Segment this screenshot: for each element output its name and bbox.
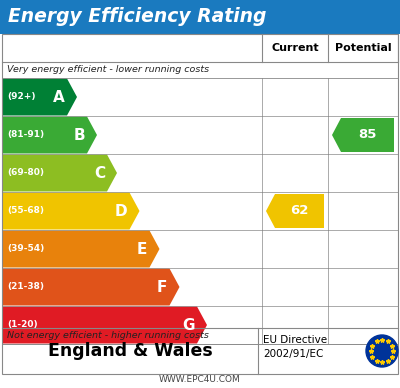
- Circle shape: [366, 335, 398, 367]
- Text: (81-91): (81-91): [7, 130, 44, 140]
- Text: WWW.EPC4U.COM: WWW.EPC4U.COM: [159, 376, 241, 385]
- Text: 85: 85: [358, 128, 377, 142]
- Polygon shape: [3, 268, 180, 305]
- Polygon shape: [3, 154, 117, 192]
- Polygon shape: [3, 230, 160, 267]
- Text: Very energy efficient - lower running costs: Very energy efficient - lower running co…: [7, 66, 209, 74]
- Text: G: G: [182, 317, 195, 333]
- Text: F: F: [157, 279, 168, 294]
- Polygon shape: [3, 116, 97, 154]
- Polygon shape: [266, 194, 324, 228]
- Text: C: C: [94, 166, 105, 180]
- Text: (92+): (92+): [7, 92, 36, 102]
- Polygon shape: [3, 307, 207, 343]
- Text: Potential: Potential: [335, 43, 391, 53]
- Text: (69-80): (69-80): [7, 168, 44, 177]
- Text: England & Wales: England & Wales: [48, 342, 212, 360]
- Polygon shape: [3, 78, 77, 116]
- Text: (21-38): (21-38): [7, 282, 44, 291]
- Text: Energy Efficiency Rating: Energy Efficiency Rating: [8, 7, 266, 26]
- Text: (55-68): (55-68): [7, 206, 44, 215]
- Text: (39-54): (39-54): [7, 244, 44, 253]
- Text: B: B: [73, 128, 85, 142]
- Text: 2002/91/EC: 2002/91/EC: [263, 349, 323, 359]
- Bar: [0, 0, 400, 34]
- Polygon shape: [3, 192, 140, 229]
- Polygon shape: [332, 118, 394, 152]
- Text: (1-20): (1-20): [7, 320, 38, 329]
- Bar: [2, 34, 398, 374]
- Text: E: E: [137, 241, 148, 256]
- Text: Current: Current: [271, 43, 319, 53]
- Text: EU Directive: EU Directive: [263, 335, 327, 345]
- Text: Not energy efficient - higher running costs: Not energy efficient - higher running co…: [7, 331, 209, 341]
- Text: 62: 62: [290, 204, 309, 218]
- Text: A: A: [53, 90, 65, 104]
- Text: D: D: [115, 203, 128, 218]
